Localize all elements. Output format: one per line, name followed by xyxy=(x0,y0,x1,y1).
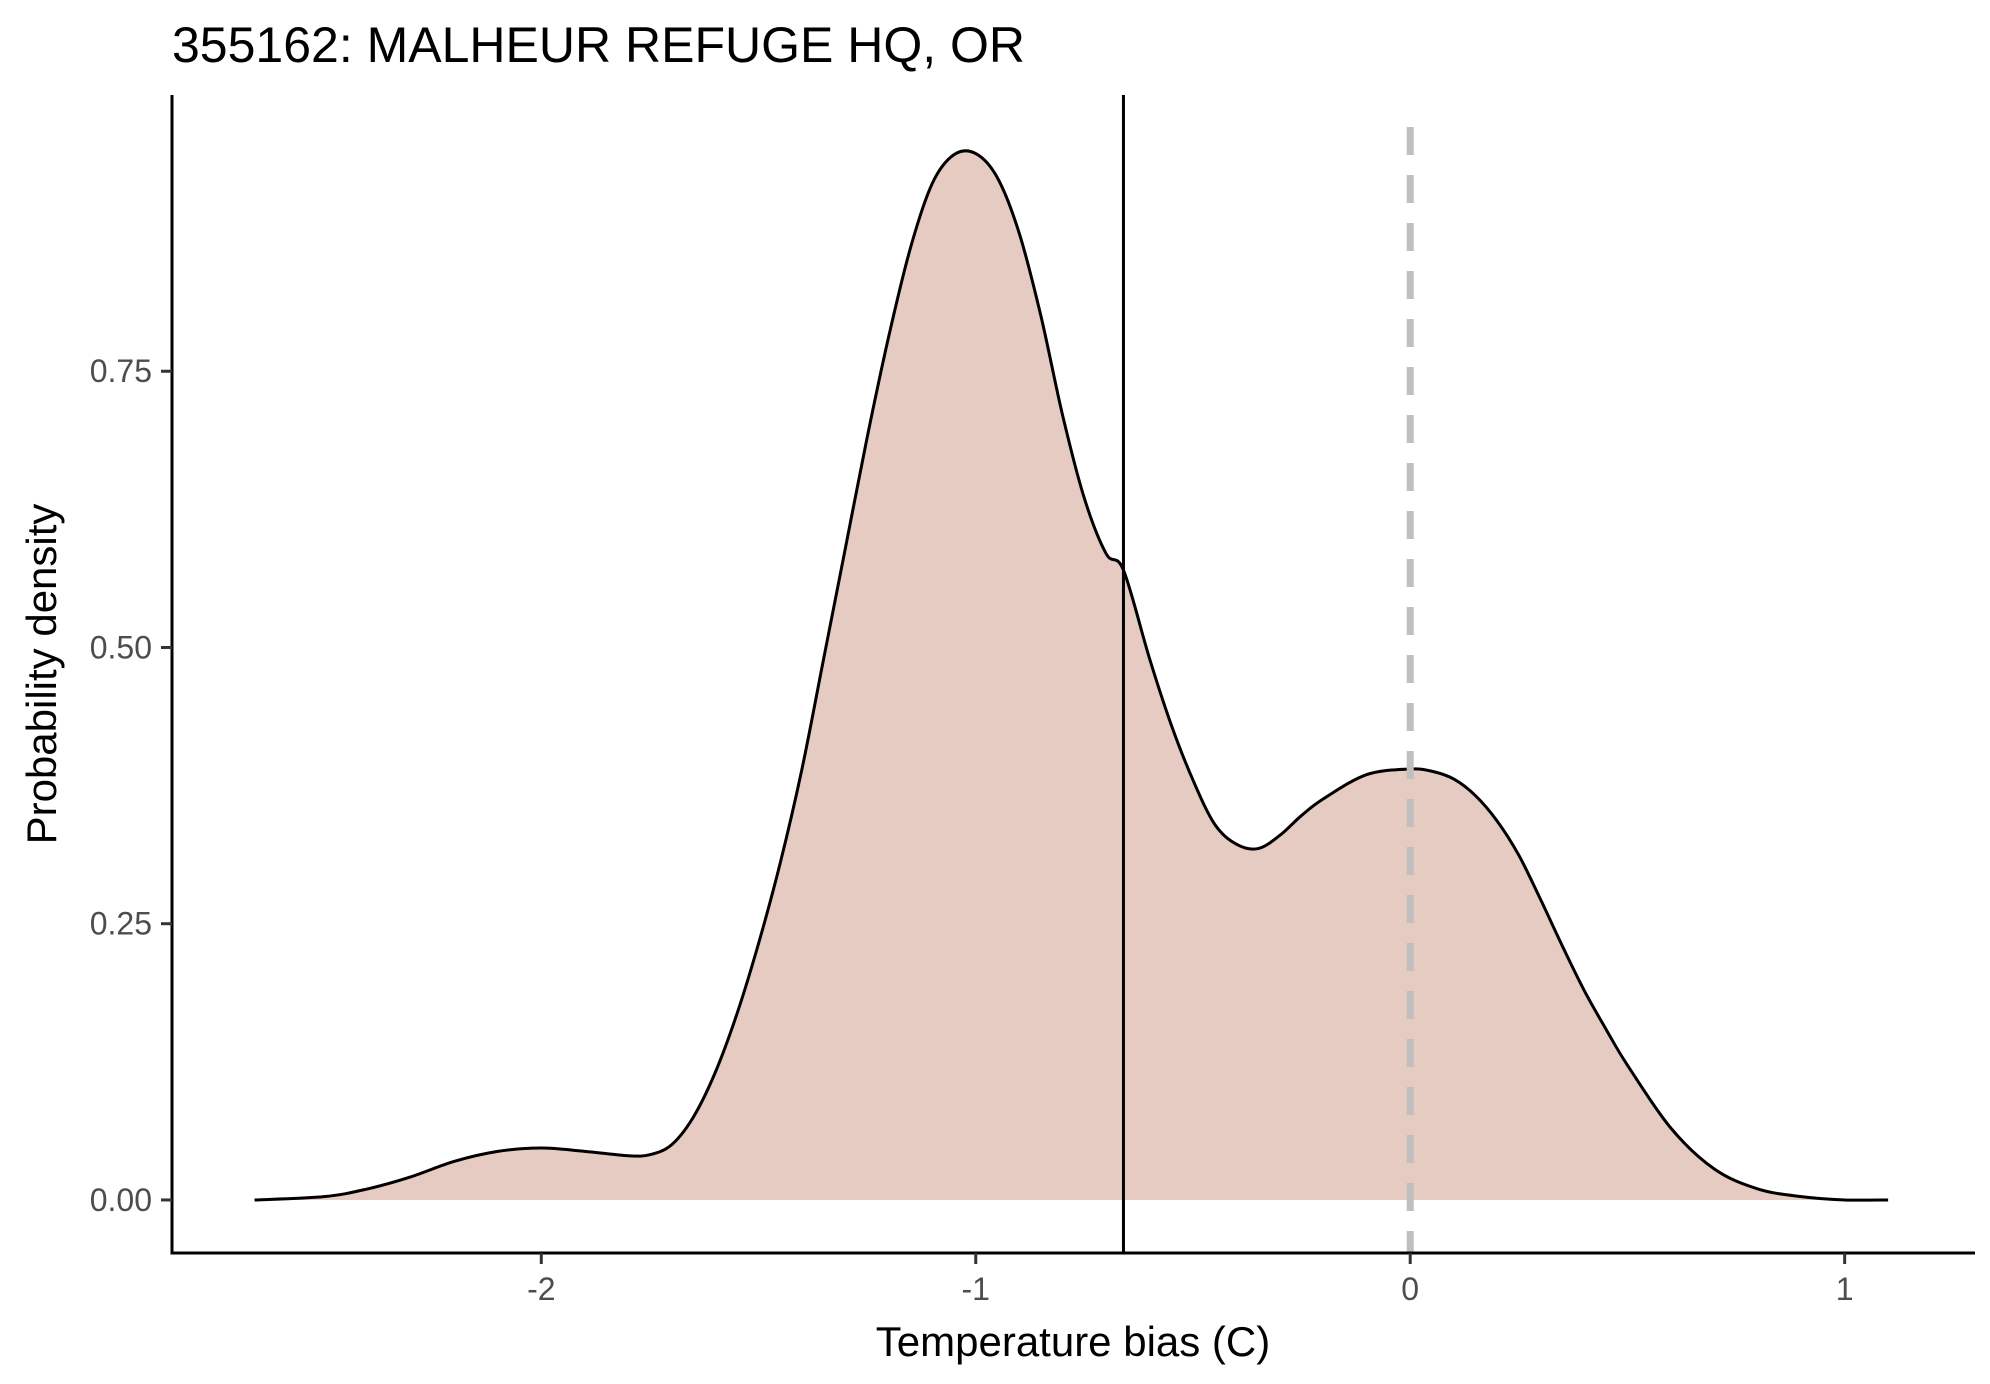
density-curve xyxy=(254,149,1889,1202)
density-area xyxy=(254,150,1889,1201)
y-tick-label: 0.75 xyxy=(90,353,152,389)
y-tick-label: 0.50 xyxy=(90,629,152,665)
x-tick-label: 0 xyxy=(1401,1271,1419,1307)
y-tick-label: 0.00 xyxy=(90,1182,152,1218)
x-tick-label: -2 xyxy=(527,1271,555,1307)
y-axis-title: Probability density xyxy=(18,504,65,845)
axes: -2 -1 0 1 0.00 0.25 0.50 0.75 xyxy=(90,95,1975,1307)
chart-title: 355162: MALHEUR REFUGE HQ, OR xyxy=(172,17,1025,73)
x-tick-label: -1 xyxy=(962,1271,990,1307)
x-axis-title: Temperature bias (C) xyxy=(876,1318,1270,1365)
y-tick-label: 0.25 xyxy=(90,906,152,942)
x-tick-label: 1 xyxy=(1836,1271,1854,1307)
plot-area xyxy=(254,95,1889,1253)
